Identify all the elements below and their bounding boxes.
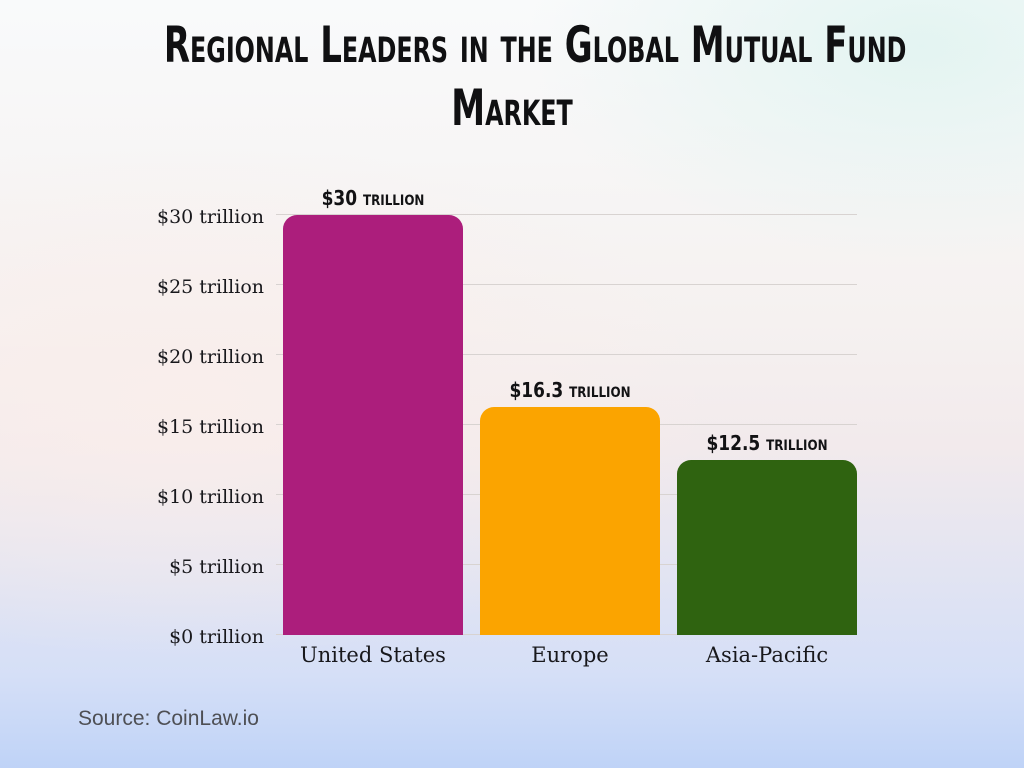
y-tick-label: $5 trillion [169, 556, 264, 578]
bar-value-label-united-states: $30 trillion [321, 186, 425, 210]
gridline [276, 284, 857, 285]
y-tick-label: $15 trillion [156, 416, 264, 438]
plot-area: $30 trillion United States $16.3 trillion E… [276, 186, 857, 667]
chart-title: Regional Leaders in the Global Mutual Fu… [0, 14, 1024, 140]
bar-value-label-asia-pacific: $12.5 trillion [706, 431, 828, 455]
bar-asia-pacific [677, 460, 857, 635]
y-tick-label: $25 trillion [156, 276, 264, 298]
chart-title-line-2: Market [451, 79, 573, 137]
y-tick-label: $20 trillion [156, 346, 264, 368]
y-tick-label: $30 trillion [156, 206, 264, 228]
source-credit: Source: CoinLaw.io [78, 707, 259, 730]
bar-united-states [283, 215, 463, 635]
x-axis-label-asia-pacific: Asia-Pacific [705, 643, 829, 667]
chart-title-line-1: Regional Leaders in the Global Mutual Fu… [163, 16, 907, 74]
bar-europe [480, 406, 660, 635]
gridline [276, 214, 857, 215]
bar-value-label-europe: $16.3 trillion [509, 377, 631, 402]
x-axis-label-united-states: United States [300, 643, 446, 667]
y-tick-label: $0 trillion [169, 626, 264, 648]
gridline [276, 354, 857, 355]
y-axis: $0 trillion $5 trillion $10 trillion $15 tr… [0, 206, 264, 648]
y-tick-label: $10 trillion [156, 486, 264, 508]
x-axis-label-europe: Europe [531, 643, 609, 667]
